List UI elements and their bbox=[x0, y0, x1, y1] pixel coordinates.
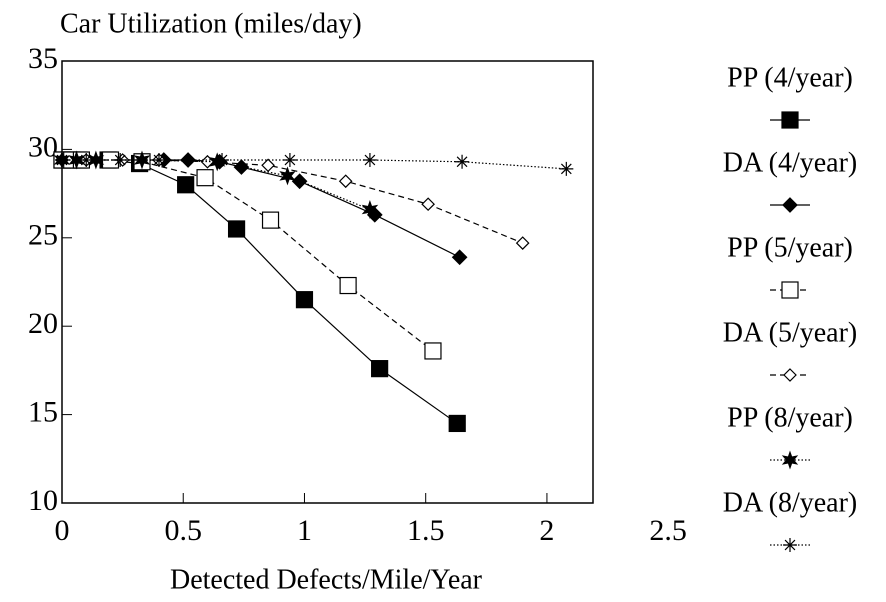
legend-label: PP (8/year) bbox=[727, 402, 853, 433]
y-tick-label: 25 bbox=[28, 219, 58, 252]
marker bbox=[133, 150, 151, 170]
marker bbox=[781, 450, 799, 470]
marker bbox=[196, 169, 214, 187]
marker bbox=[371, 360, 389, 378]
marker bbox=[282, 153, 297, 168]
marker bbox=[455, 154, 470, 169]
marker bbox=[113, 153, 128, 168]
marker bbox=[151, 153, 166, 168]
marker bbox=[559, 161, 574, 176]
marker bbox=[177, 176, 195, 194]
y-tick-label: 20 bbox=[28, 307, 58, 340]
marker bbox=[424, 342, 442, 360]
series-line bbox=[62, 159, 458, 424]
marker bbox=[339, 276, 357, 295]
legend-label: PP (5/year) bbox=[727, 232, 853, 263]
y-tick-label: 10 bbox=[28, 484, 58, 517]
marker bbox=[79, 153, 94, 168]
y-tick-label: 30 bbox=[28, 130, 58, 163]
legend-label: DA (8/year) bbox=[723, 487, 858, 518]
marker bbox=[781, 281, 799, 299]
x-tick-label: 1 bbox=[297, 514, 312, 547]
marker bbox=[515, 236, 530, 250]
marker bbox=[233, 159, 250, 175]
marker bbox=[338, 174, 353, 189]
x-tick-label: 0 bbox=[55, 514, 70, 547]
x-tick-label: 0.5 bbox=[164, 514, 202, 547]
marker bbox=[215, 153, 230, 168]
series-line bbox=[62, 159, 434, 352]
marker bbox=[451, 249, 468, 266]
legend-label: DA (5/year) bbox=[723, 317, 858, 348]
series-line bbox=[62, 159, 567, 170]
marker bbox=[291, 173, 308, 190]
marker bbox=[448, 414, 466, 433]
marker bbox=[421, 197, 435, 212]
plot-frame bbox=[61, 60, 594, 504]
chart-title: Car Utilization (miles/day) bbox=[60, 8, 362, 39]
marker bbox=[783, 538, 797, 552]
marker bbox=[55, 153, 69, 168]
marker bbox=[783, 368, 797, 382]
y-tick-label: 15 bbox=[28, 395, 58, 428]
series-line bbox=[62, 159, 460, 258]
legend-label: DA (4/year) bbox=[723, 147, 858, 178]
marker bbox=[279, 166, 296, 186]
marker bbox=[781, 111, 799, 129]
marker bbox=[295, 291, 314, 309]
x-tick-label: 2.5 bbox=[649, 514, 687, 547]
marker bbox=[362, 153, 377, 168]
x-tick-label: 2 bbox=[539, 514, 554, 547]
x-tick-label: 1.5 bbox=[407, 514, 445, 547]
marker bbox=[261, 211, 280, 229]
marker bbox=[782, 197, 798, 213]
y-tick-label: 35 bbox=[28, 42, 58, 75]
marker bbox=[261, 158, 275, 173]
marker bbox=[227, 220, 246, 238]
marker bbox=[361, 199, 379, 220]
marker bbox=[87, 150, 105, 170]
legend-label: PP (4/year) bbox=[727, 62, 853, 93]
x-axis-label: Detected Defects/Mile/Year bbox=[170, 564, 483, 595]
